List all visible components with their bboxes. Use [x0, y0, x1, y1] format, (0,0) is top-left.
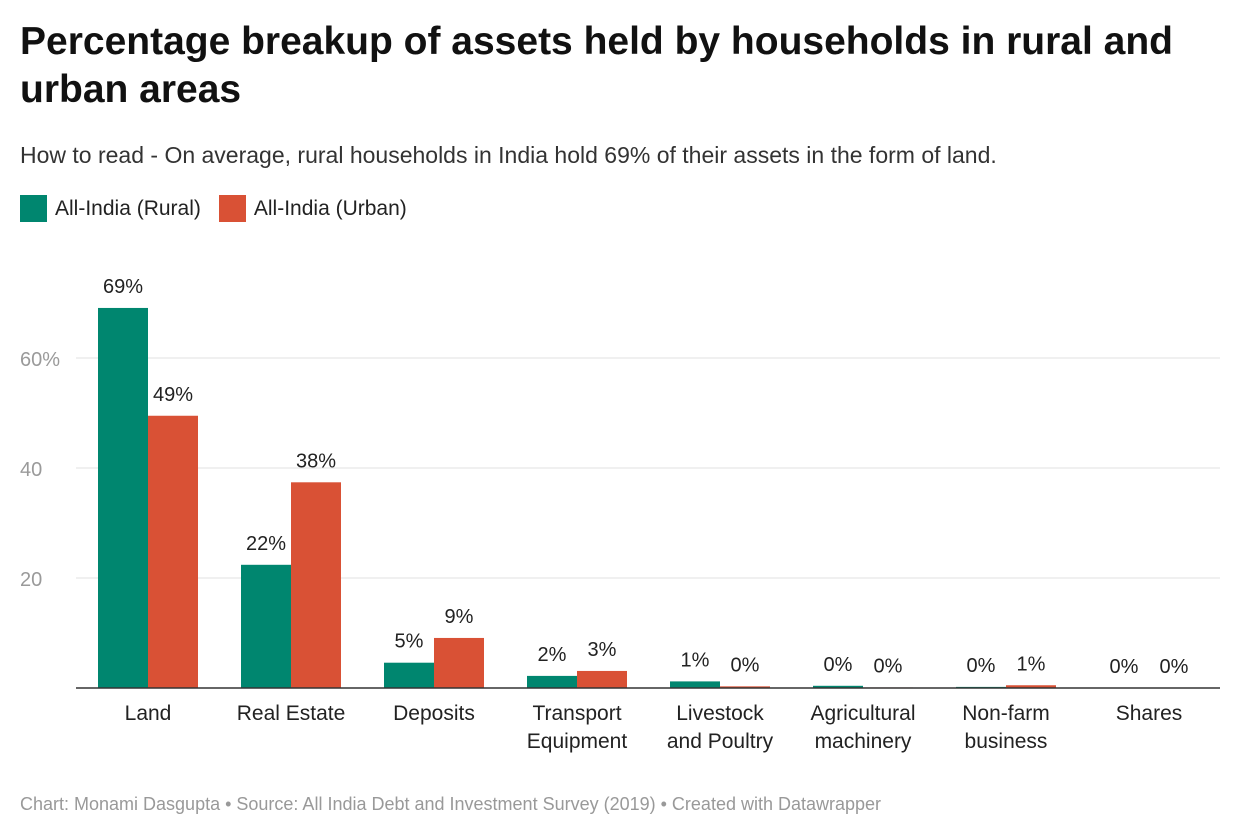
bar-urban-2 — [434, 637, 484, 688]
x-category-label-2-0: Deposits — [393, 702, 475, 725]
data-label-urban-6: 1% — [1017, 653, 1046, 675]
bar-urban-4 — [720, 686, 770, 688]
legend-swatch-urban — [218, 195, 246, 222]
bar-rural-5 — [813, 685, 863, 688]
data-label-urban-7: 0% — [1160, 656, 1189, 678]
x-category-label-5-1: machinery — [815, 730, 912, 753]
legend-item-urban: All-India (Urban) — [218, 195, 407, 222]
y-tick-label-20: 20 — [20, 569, 42, 591]
data-label-rural-1: 22% — [246, 533, 286, 555]
chart-footer-notes: Chart: Monami Dasgupta • Source: All Ind… — [20, 794, 882, 814]
bar-urban-1 — [291, 482, 341, 688]
bar-urban-6 — [1006, 685, 1056, 688]
x-category-label-0-0: Land — [125, 702, 172, 725]
data-label-rural-6: 0% — [967, 655, 996, 677]
bar-urban-0 — [148, 415, 198, 688]
data-label-rural-0: 69% — [103, 276, 143, 298]
bar-rural-2 — [384, 662, 434, 688]
data-label-urban-1: 38% — [296, 450, 336, 472]
chart-subtitle: How to read - On average, rural househol… — [20, 142, 997, 168]
legend: All-India (Rural) All-India (Urban) — [20, 195, 407, 222]
legend-swatch-rural — [20, 195, 47, 222]
chart-title: Percentage breakup of assets held by hou… — [20, 20, 1173, 111]
data-label-urban-3: 3% — [588, 639, 617, 661]
x-category-label-1-0: Real Estate — [237, 702, 346, 725]
y-tick-label-60: 60% — [20, 349, 60, 371]
bar-urban-3 — [577, 670, 627, 688]
data-label-urban-5: 0% — [874, 655, 903, 677]
data-label-rural-2: 5% — [395, 631, 424, 653]
x-category-label-3-0: Transport — [532, 702, 621, 725]
bar-rural-3 — [527, 675, 577, 688]
legend-label-rural: All-India (Rural) — [55, 196, 201, 220]
y-tick-label-40: 40 — [20, 459, 42, 481]
x-category-label-3-1: Equipment — [527, 730, 628, 753]
bar-chart: 20 40 60% 69% 22% 5% 2% 1% 0% 0% 0% 49% 38% 9% 3% 0% 0% 1… — [20, 276, 1220, 753]
bar-rural-1 — [241, 564, 291, 688]
legend-item-rural: All-India (Rural) — [20, 195, 201, 222]
data-label-rural-4: 1% — [681, 649, 710, 671]
data-label-urban-2: 9% — [445, 606, 474, 628]
x-category-label-6-1: business — [965, 730, 1048, 753]
data-label-urban-4: 0% — [731, 654, 760, 676]
x-category-label-6-0: Non-farm — [962, 702, 1050, 725]
legend-label-urban: All-India (Urban) — [253, 196, 407, 220]
x-category-label-5-0: Agricultural — [810, 702, 915, 725]
bar-rural-0 — [98, 307, 148, 688]
data-label-urban-0: 49% — [153, 384, 193, 406]
data-label-rural-5: 0% — [824, 654, 853, 676]
x-category-label-7-0: Shares — [1116, 702, 1183, 725]
x-category-label-4-0: Livestock — [676, 702, 764, 725]
x-category-label-4-1: and Poultry — [667, 730, 774, 753]
bar-rural-4 — [670, 681, 720, 688]
data-label-rural-7: 0% — [1110, 656, 1139, 678]
data-label-rural-3: 2% — [538, 644, 567, 666]
